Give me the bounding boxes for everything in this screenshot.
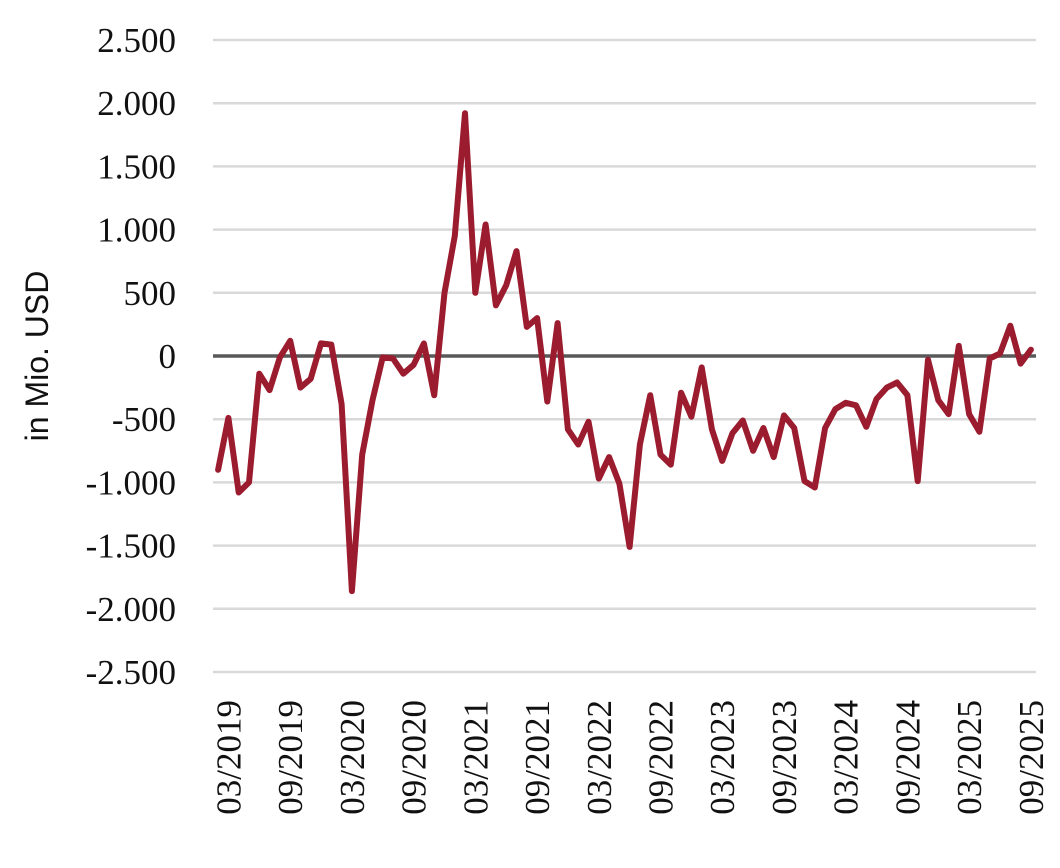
y-tick-label: -1.500 [86,527,176,566]
x-tick-label: 03/2022 [580,700,619,815]
y-tick-label: 1.000 [97,211,176,250]
x-tick-label: 09/2021 [518,700,557,815]
y-tick-label: 2.500 [97,21,176,60]
x-tick-label: 09/2022 [642,700,681,815]
y-tick-label: -500 [112,400,176,439]
y-tick-label: -1.000 [86,463,176,502]
gridlines [213,38,1036,674]
x-tick-label: 03/2024 [827,700,866,815]
x-tick-label: 09/2024 [888,700,927,815]
y-tick-label: 500 [124,274,177,313]
x-axis-ticks: 03/2019 09/2019 03/2020 09/2020 03/2021 09/20… [209,700,1050,815]
x-tick-label: 09/2025 [1012,700,1051,815]
x-tick-label: 03/2019 [209,700,248,815]
x-tick-label: 03/2021 [456,700,495,815]
x-tick-label: 09/2019 [271,700,310,815]
y-axis-ticks: 2.500 2.000 1.500 1.000 500 0 -500 -1.000 -1.500… [86,21,176,692]
y-tick-label: -2.500 [86,653,176,692]
series-line [215,110,1034,595]
x-tick-label: 03/2025 [950,700,989,815]
x-tick-label: 09/2020 [395,700,434,815]
x-tick-label: 09/2023 [765,700,804,815]
y-axis-label: in Mio. USD [19,271,55,442]
y-tick-label: 1.500 [97,147,176,186]
y-tick-label: 2.000 [97,84,176,123]
y-tick-label: 0 [159,337,177,376]
x-tick-label: 03/2023 [703,700,742,815]
y-tick-label: -2.000 [86,590,176,629]
x-tick-label: 03/2020 [333,700,372,815]
